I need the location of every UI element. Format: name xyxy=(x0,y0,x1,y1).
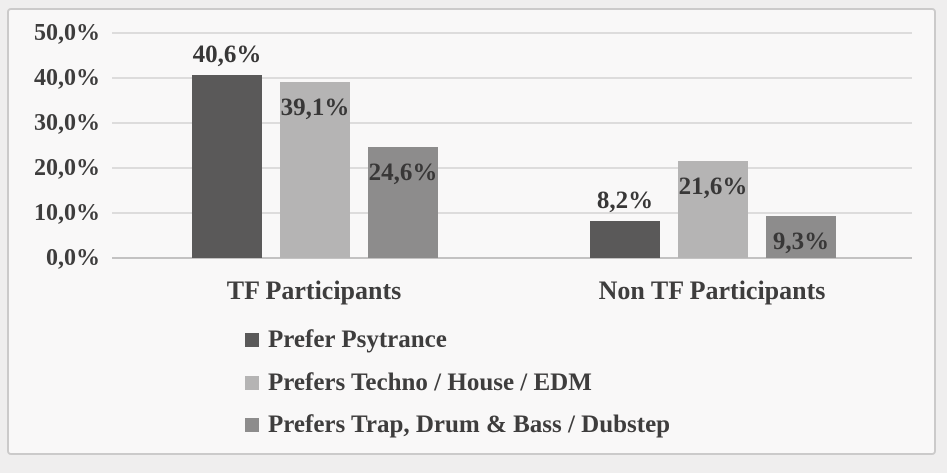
bar-tf-participants-series1 xyxy=(280,82,350,258)
bar-data-label: 39,1% xyxy=(280,94,350,122)
category-label: TF Participants xyxy=(226,276,402,305)
bar-data-label: 40,6% xyxy=(192,41,262,69)
legend-swatch-icon xyxy=(245,333,259,347)
legend-swatch-icon xyxy=(245,418,259,432)
gridline xyxy=(112,77,912,79)
legend-item: Prefers Techno / House / EDM xyxy=(245,369,592,397)
gridline xyxy=(112,212,912,214)
bar-non-tf-participants-series0 xyxy=(590,221,660,258)
bar-data-label: 24,6% xyxy=(368,159,438,187)
y-axis-tick-label: 10,0% xyxy=(34,200,100,226)
bar-data-label: 8,2% xyxy=(596,187,654,215)
y-axis-tick-label: 40,0% xyxy=(34,65,100,91)
legend-item: Prefers Trap, Drum & Bass / Dubstep xyxy=(245,411,670,439)
x-axis-line xyxy=(112,257,912,259)
bar-tf-participants-series0 xyxy=(192,75,262,258)
bar-non-tf-participants-series1 xyxy=(678,160,748,258)
legend-label: Prefers Techno / House / EDM xyxy=(268,368,592,396)
category-label: Non TF Participants xyxy=(598,276,826,305)
bar-non-tf-participants-series2 xyxy=(766,216,836,258)
gridline xyxy=(112,32,912,34)
legend-swatch-icon xyxy=(245,375,259,390)
bar-tf-participants-series2 xyxy=(368,147,438,258)
legend-label: Prefer Psytrance xyxy=(268,326,447,353)
gridline xyxy=(112,122,912,124)
y-axis-tick-label: 30,0% xyxy=(34,110,100,136)
gridline xyxy=(112,167,912,169)
legend-label: Prefers Trap, Drum & Bass / Dubstep xyxy=(268,411,671,438)
y-axis-tick-label: 50,0% xyxy=(34,20,100,46)
bar-data-label: 21,6% xyxy=(678,172,748,200)
legend-item: Prefer Psytrance xyxy=(245,326,447,354)
bar-data-label: 9,3% xyxy=(772,228,830,256)
y-axis-tick-label: 0,0% xyxy=(46,245,100,271)
y-axis-tick-label: 20,0% xyxy=(34,155,100,181)
